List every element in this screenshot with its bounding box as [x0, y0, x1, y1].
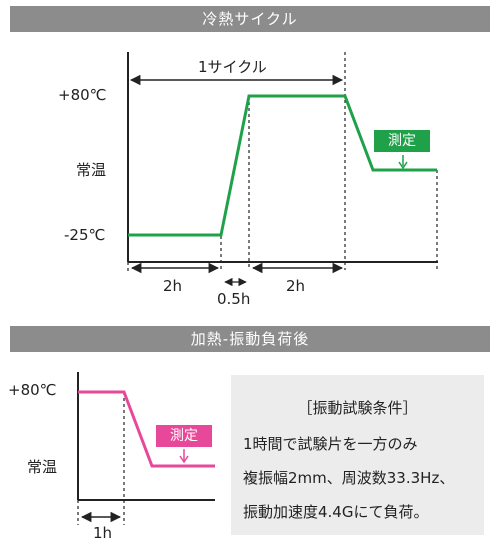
- duration-label-0-5h: 0.5h: [217, 290, 251, 308]
- duration-label-2h-second: 2h: [286, 277, 306, 295]
- note-line-1: 1時間で試験片を一方のみ: [243, 435, 418, 453]
- duration-label-1h: 1h: [93, 524, 113, 542]
- measure-pointer-head-2: [179, 455, 189, 464]
- thermal-cycle-profile: [128, 94, 437, 237]
- y-label-low: -25℃: [64, 226, 106, 244]
- section-header-thermal-cycle: 冷熱サイクル: [10, 6, 490, 32]
- measure-pointer-head: [398, 161, 408, 170]
- y-label-room: 常温: [76, 161, 107, 179]
- note-line-2: 複振幅2mm、周波数33.3Hz、: [243, 469, 455, 487]
- section-title: 冷熱サイクル: [202, 10, 298, 28]
- y-label-room-2: 常温: [27, 458, 58, 476]
- y-label-high-2: +80℃: [8, 381, 57, 399]
- section-header-heat-vibration: 加熱-振動負荷後: [10, 326, 490, 352]
- vibration-conditions-box: ［振動試験条件］ 1時間で試験片を一方のみ 複振幅2mm、周波数33.3Hz、 …: [231, 375, 484, 535]
- guide-lines-2: [77, 392, 125, 525]
- measure-badge-2: 測定: [156, 425, 212, 447]
- duration-label-2h-first: 2h: [163, 277, 183, 295]
- y-label-high: +80℃: [58, 86, 107, 104]
- guide-lines: [127, 52, 438, 272]
- measure-badge: 測定: [374, 130, 430, 152]
- cycle-label: 1サイクル: [198, 58, 267, 76]
- vibration-profile: [78, 390, 215, 468]
- section-title-2: 加熱-振動負荷後: [190, 330, 310, 348]
- note-line-3: 振動加速度4.4Gにて負荷。: [243, 503, 429, 521]
- note-heading: ［振動試験条件］: [297, 399, 418, 417]
